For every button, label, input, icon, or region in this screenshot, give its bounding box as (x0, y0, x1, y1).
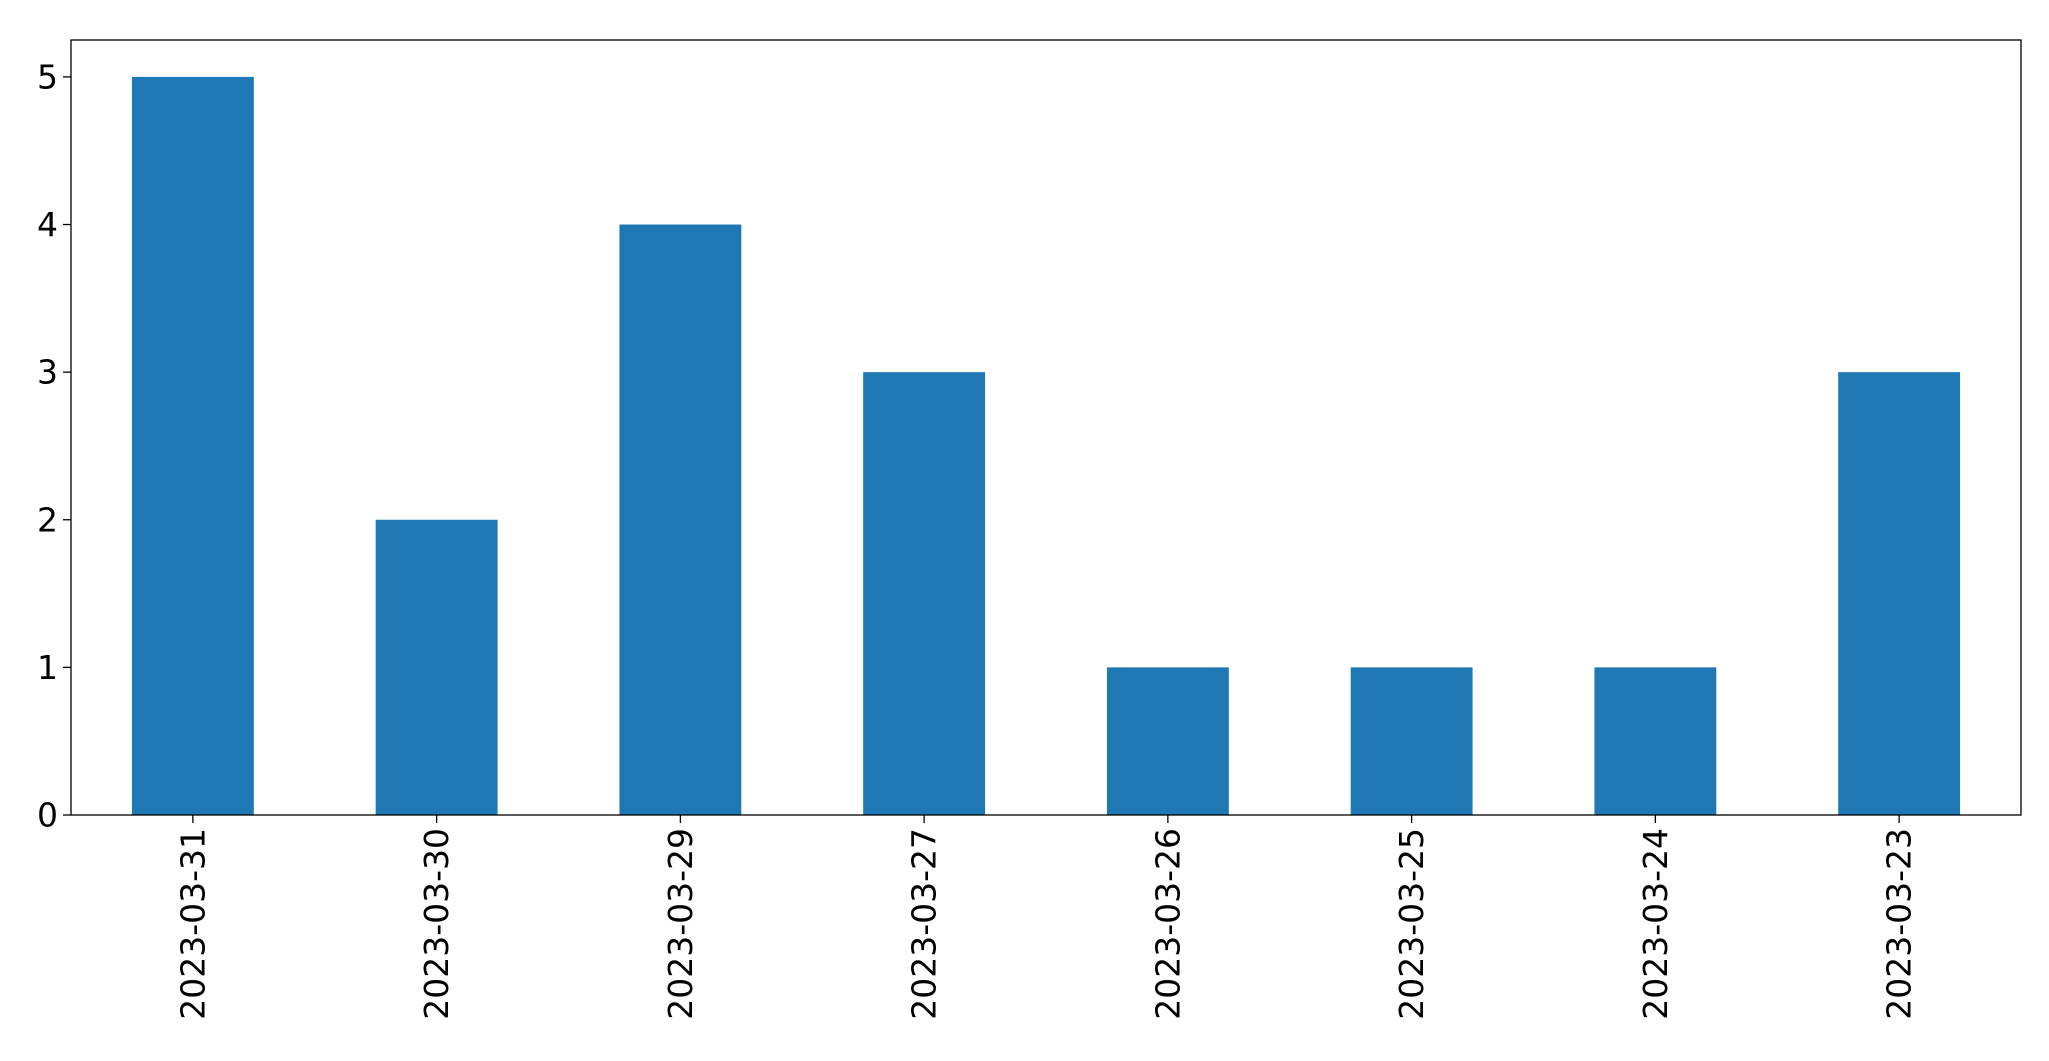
x-axis: 2023-03-31 2023-03-30 2023-03-29 2023-03-27… (173, 815, 1919, 1020)
bar-2023-03-30 (375, 519, 498, 815)
bar-2023-03-29 (619, 224, 742, 815)
x-tick-label: 2023-03-24 (1636, 828, 1675, 1020)
bar-2023-03-26 (1106, 667, 1229, 815)
x-tick-label: 2023-03-30 (417, 828, 456, 1020)
plot-frame (70, 39, 2022, 816)
x-tick-label: 2023-03-26 (1148, 828, 1187, 1020)
bar-2023-03-27 (863, 372, 986, 815)
x-tick-label: 2023-03-29 (661, 828, 700, 1020)
y-tick-label: 5 (37, 57, 58, 96)
y-tick-label: 0 (37, 796, 58, 835)
y-tick-label: 3 (37, 353, 58, 392)
y-tick-label: 1 (37, 648, 58, 687)
bar-2023-03-24 (1594, 667, 1717, 815)
y-tick-label: 2 (37, 500, 58, 539)
bar-2023-03-31 (131, 76, 254, 815)
y-tick-label: 4 (37, 205, 58, 244)
bar-2023-03-23 (1838, 372, 1961, 815)
x-tick-label: 2023-03-23 (1880, 828, 1919, 1020)
x-tick-label: 2023-03-27 (905, 828, 944, 1020)
y-axis: 0 1 2 3 4 5 (37, 57, 71, 835)
x-tick-label: 2023-03-31 (173, 828, 212, 1020)
bar-2023-03-25 (1350, 667, 1473, 815)
bars-layer (131, 76, 1961, 815)
x-tick-label: 2023-03-25 (1392, 828, 1431, 1020)
